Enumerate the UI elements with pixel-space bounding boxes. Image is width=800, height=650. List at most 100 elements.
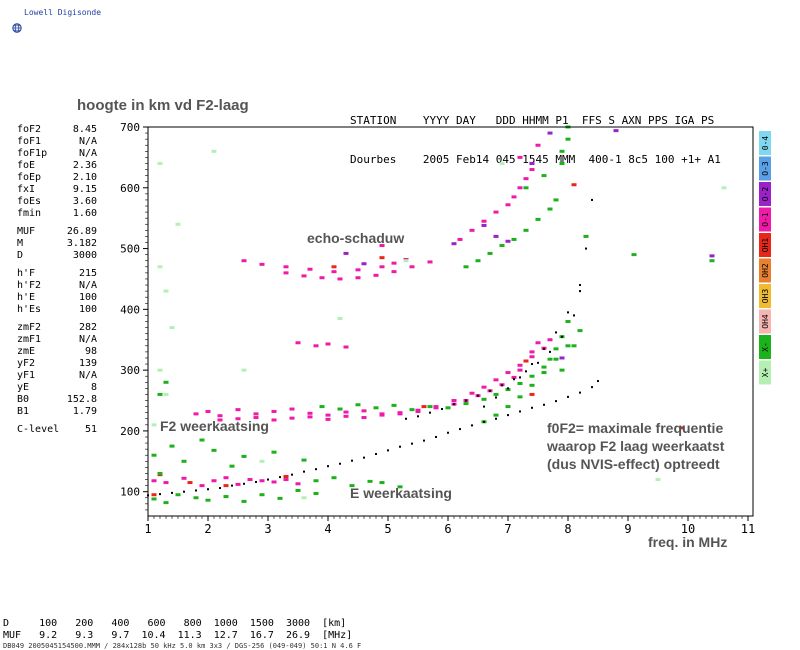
echo-point xyxy=(403,259,409,263)
legend-swatch xyxy=(759,309,771,334)
parameter-value: N/A xyxy=(78,136,97,147)
trace-point xyxy=(579,284,581,287)
echo-point xyxy=(343,410,349,414)
x-tick-label: 7 xyxy=(504,522,511,536)
x-tick-label: 10 xyxy=(681,522,695,536)
echo-point xyxy=(151,479,157,483)
y-tick-label: 400 xyxy=(120,303,140,316)
trace-point xyxy=(255,480,257,483)
distance-row: D 100 200 400 600 800 1000 1500 3000 [km… xyxy=(3,618,347,629)
trace-point xyxy=(483,420,485,423)
brand: Lowell Digisonde xyxy=(6,6,146,36)
trace-point xyxy=(411,442,413,445)
parameter-value: N/A xyxy=(78,370,97,381)
parameter-value: 152.8 xyxy=(66,394,97,405)
parameter-row: foF1p N/A xyxy=(17,148,97,160)
echo-point xyxy=(655,478,661,482)
station-header-row: STATION YYYY DAY DDD HHMM P1 FFS S AXN P… xyxy=(350,114,721,127)
echo-point xyxy=(523,228,529,232)
echo-point xyxy=(529,355,535,359)
parameter-name: yF1 xyxy=(17,370,36,381)
x-tick-label: 5 xyxy=(384,522,391,536)
trace-point xyxy=(231,484,233,487)
annotations: echo-schaduw F2 weerkaatsing E weerkaats… xyxy=(160,230,727,550)
echo-point xyxy=(157,265,163,269)
parameter-name: zmF2 xyxy=(17,322,42,333)
parameter-name: yF2 xyxy=(17,358,36,369)
station-header: STATION YYYY DAY DDD HHMM P1 FFS S AXN P… xyxy=(350,88,721,179)
echo-point xyxy=(151,497,157,501)
trace-point xyxy=(399,445,401,448)
echo-point xyxy=(235,417,241,421)
trace-point xyxy=(405,417,407,420)
fof2-annotation-line2: waarop F2 laag weerkaatst xyxy=(546,438,725,454)
station-value-row: Dourbes 2005 Feb14 045 1545 MMM 400-1 8c… xyxy=(350,153,721,166)
echo-point xyxy=(331,265,337,269)
echo-point xyxy=(457,237,463,241)
legend-label: O-3 xyxy=(761,161,770,176)
echo-point xyxy=(157,161,163,165)
echo-point xyxy=(175,493,181,497)
x-tick-label: 9 xyxy=(624,522,631,536)
echo-point xyxy=(211,479,217,483)
echo-point xyxy=(427,260,433,264)
legend-label: OH1 xyxy=(761,238,770,253)
echo-point xyxy=(175,222,181,226)
echo-point xyxy=(565,137,571,141)
trace-point xyxy=(579,391,581,394)
y-tick-label: 100 xyxy=(120,486,140,499)
parameter-value: N/A xyxy=(78,334,97,345)
parameter-row: foEp 2.10 xyxy=(17,172,97,184)
echo-point xyxy=(199,438,205,442)
echo-point xyxy=(319,405,325,409)
parameter-name: zmE xyxy=(17,346,36,357)
echo-point xyxy=(193,412,199,416)
trace-point xyxy=(375,453,377,456)
echo-point xyxy=(505,239,511,243)
legend-label: X- xyxy=(761,342,770,352)
trace-point xyxy=(171,491,173,494)
echo-point xyxy=(307,267,313,271)
echo-point xyxy=(223,495,229,499)
parameter-value: N/A xyxy=(78,148,97,159)
echo-point xyxy=(337,407,343,411)
x-tick-label: 8 xyxy=(564,522,571,536)
echo-point xyxy=(505,405,511,409)
parameter-name: yE xyxy=(17,382,30,393)
echo-point xyxy=(535,217,541,221)
echo-point xyxy=(151,493,157,497)
echo-point xyxy=(361,409,367,413)
echo-point xyxy=(355,276,361,280)
echo-point xyxy=(529,374,535,378)
f2-annotation: F2 weerkaatsing xyxy=(160,418,269,434)
parameter-value: 9.15 xyxy=(72,184,97,195)
parameter-value: 139 xyxy=(78,358,97,369)
echo-point xyxy=(205,409,211,413)
muf-row: MUF 9.2 9.3 9.7 10.4 11.3 12.7 16.7 26.9… xyxy=(3,630,353,641)
echo-point xyxy=(337,316,343,320)
legend-swatch xyxy=(759,207,771,232)
date-header-label: YYYY DAY xyxy=(422,114,476,127)
echo-point xyxy=(355,403,361,407)
echo-point xyxy=(241,368,247,372)
echo-point xyxy=(559,149,565,153)
legend-swatch xyxy=(759,156,771,181)
echo-point xyxy=(283,478,289,482)
trace-point xyxy=(507,387,509,390)
trace-point xyxy=(537,361,539,364)
echo-point xyxy=(397,485,403,489)
parameter-row: zmF1 N/A xyxy=(17,334,97,346)
x-tick-label: 2 xyxy=(204,522,211,536)
echo-point xyxy=(361,416,367,420)
parameter-row: fmin 1.60 xyxy=(17,208,97,220)
echo-point xyxy=(613,129,619,133)
fof2-annotation-line1: f0F2= maximale frequentie xyxy=(547,420,723,436)
echo-point xyxy=(301,458,307,462)
echo-point xyxy=(379,256,385,260)
echo-point xyxy=(313,344,319,348)
echo-point xyxy=(283,265,289,269)
parameter-value: N/A xyxy=(78,280,97,291)
echo-point xyxy=(211,448,217,452)
trace-point xyxy=(423,439,425,442)
legend-swatch xyxy=(759,360,771,385)
